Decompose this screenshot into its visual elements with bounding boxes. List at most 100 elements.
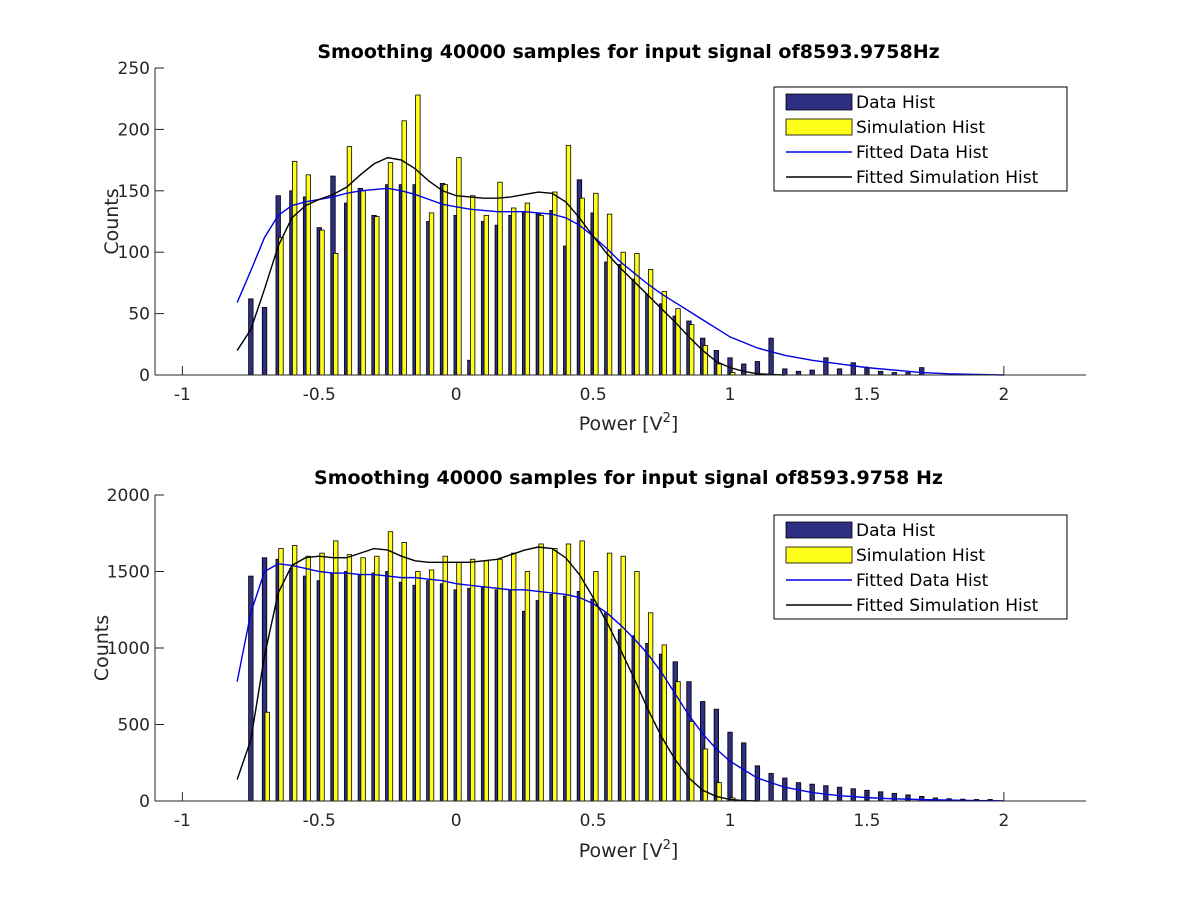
y-tick-label: 150 [118,182,150,202]
bar [768,337,774,376]
y-tick-label: 500 [118,716,150,736]
y-tick-label: 200 [118,120,150,140]
chart-top: -1 -0.5 0 0.5 1 1.5 2 0 50 100 150 200 250 Smoothing … [101,41,1086,435]
legend-label: Fitted Simulation Hist [856,168,1039,188]
bar [716,782,722,802]
y-axis-label: Counts [101,188,123,254]
bar [689,324,695,376]
bar [836,368,843,376]
bar [716,363,722,376]
x-tick-label: 1 [725,811,736,831]
bar [346,146,353,376]
chart-title: Smoothing 40000 samples for input signal… [317,41,939,63]
x-tick-label: 1.5 [853,385,880,405]
legend-swatch-simulation-hist [785,118,853,136]
bar [905,794,911,802]
x-tick-label: 0.5 [580,811,607,831]
bar [415,94,421,376]
bar [809,369,815,376]
bar [497,558,503,802]
bar [877,791,884,802]
y-tick-label: 0 [139,366,150,386]
bar [442,184,448,376]
legend-label: Fitted Data Hist [856,143,989,163]
chart-title: Smoothing 40000 samples for input signal… [314,467,943,489]
bar [565,543,572,802]
x-tick-label: 2 [998,811,1009,831]
bar [850,788,856,802]
fitted-data-line [236,187,1004,376]
bar [675,308,681,376]
y-tick-label: 250 [118,59,150,79]
x-tick-label: 0.5 [580,385,607,405]
x-tick-label: 2 [998,385,1009,405]
y-tick-label: 50 [128,305,150,325]
bar [415,571,421,802]
bar [428,212,435,376]
bar [442,555,448,802]
bar [360,190,366,376]
bar [387,531,394,802]
bar [456,561,462,802]
legend-swatch-simulation-hist [785,546,853,564]
bar [538,214,544,376]
bar [877,370,884,376]
bar [333,253,339,376]
legend-label: Fitted Data Hist [856,571,989,591]
bar [741,742,747,802]
bar [919,367,925,376]
x-tick-label: 1.5 [853,811,880,831]
bar [795,782,802,802]
x-tick-label: -0.5 [303,385,336,405]
bar [593,192,599,376]
x-tick-label: -1 [174,385,191,405]
bar [661,291,667,376]
bar [401,542,407,802]
y-tick-label: 1000 [107,639,150,659]
legend-label: Simulation Hist [856,546,985,566]
x-tick-label: 0 [451,811,462,831]
bar [823,357,829,376]
legend-label: Fitted Simulation Hist [856,596,1039,616]
bar [552,548,558,802]
bar [469,195,476,376]
bar [768,773,774,802]
bar [469,558,476,802]
chart-bottom: -1 -0.5 0 0.5 1 1.5 2 0 500 1000 1500 2000 Smoothing… [91,467,1086,862]
bar [891,792,897,802]
bar [456,157,462,376]
x-axis-label: Power [V2] [579,838,679,862]
bar [782,777,788,802]
bar [524,571,531,802]
y-tick-label: 100 [118,243,150,263]
bar [483,214,489,376]
bar [754,765,761,802]
y-axis-label: Counts [91,615,113,681]
legend: Data Hist Simulation Hist Fitted Data Hist… [773,86,1068,192]
x-tick-label: 0 [451,385,462,405]
legend-label: Data Hist [856,93,935,113]
bar [387,162,394,376]
x-axis-label: Power [V2] [579,411,679,435]
bar [606,552,613,802]
bar [360,557,366,802]
bar [795,370,802,376]
legend-swatch-data-hist [785,521,853,539]
bar [741,363,747,376]
bar [727,731,733,802]
x-tick-label: -0.5 [303,811,336,831]
bar [333,540,339,802]
bar [291,160,298,376]
fitted-data-line [236,563,1004,802]
bar [374,555,380,802]
bar [264,711,270,802]
bar [850,362,856,376]
bar [836,786,843,802]
bar [782,368,788,376]
legend-label: Simulation Hist [856,118,985,138]
fitted-simulation-line [236,546,758,802]
bar [689,721,695,802]
bar [483,560,489,802]
bar [428,569,435,802]
